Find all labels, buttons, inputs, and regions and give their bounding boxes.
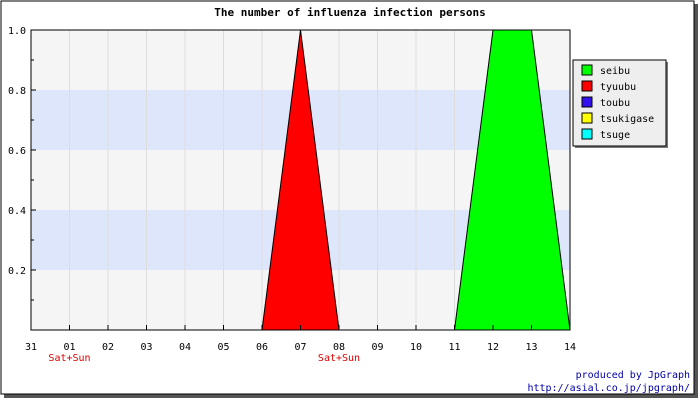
y-tick-labels: 0.2 0.4 0.6 0.8 1.0 [8,26,26,277]
x-tick-label: 06 [256,342,268,353]
legend-label-tsuge: tsuge [600,130,630,141]
legend-label-tyuubu: tyuubu [600,82,636,93]
x-tick-label: 10 [410,342,422,353]
legend-label-seibu: seibu [600,66,630,77]
legend-swatch-seibu [581,64,593,76]
credit-line-1: produced by JpGraph [576,370,690,381]
x-tick-labels: 31 01 02 03 04 05 06 07 08 09 10 11 12 13 14 [25,342,576,353]
legend: seibu tyuubu toubu tsukigase tsuge [572,59,668,148]
x-tick-label: 09 [371,342,383,353]
credit-link[interactable]: http://asial.co.jp/jpgraph/ [527,383,690,394]
x-tick-label: 14 [564,342,576,353]
x-tick-label: 12 [487,342,499,353]
x-tick-label: 11 [448,342,460,353]
legend-swatch-toubu [581,96,593,108]
x-tick-label: 03 [140,342,152,353]
legend-swatch-tyuubu [581,80,593,92]
x-tick-label: 07 [294,342,306,353]
weekend-label: Sat+Sun [318,353,360,364]
y-tick-label: 0.6 [8,146,26,157]
axes [30,29,571,331]
y-tick-label: 0.8 [8,86,26,97]
y-tick-label: 1.0 [8,26,26,37]
x-tick-label: 02 [102,342,114,353]
y-tick-label: 0.2 [8,266,26,277]
weekend-label: Sat+Sun [48,353,90,364]
legend-swatch-tsuge [581,128,593,140]
x-tick-label: 01 [63,342,75,353]
x-tick-label: 13 [525,342,537,353]
legend-label-toubu: toubu [600,98,630,109]
x-tick-label: 31 [25,342,37,353]
y-tick-label: 0.4 [8,206,26,217]
x-tick-label: 05 [217,342,229,353]
legend-label-tsukigase: tsukigase [600,114,654,125]
x-tick-label: 08 [333,342,345,353]
chart-title: The number of influenza infection person… [214,6,486,19]
x-tick-label: 04 [179,342,191,353]
weekend-labels: Sat+Sun Sat+Sun [48,353,360,364]
legend-swatch-tsukigase [581,112,593,124]
